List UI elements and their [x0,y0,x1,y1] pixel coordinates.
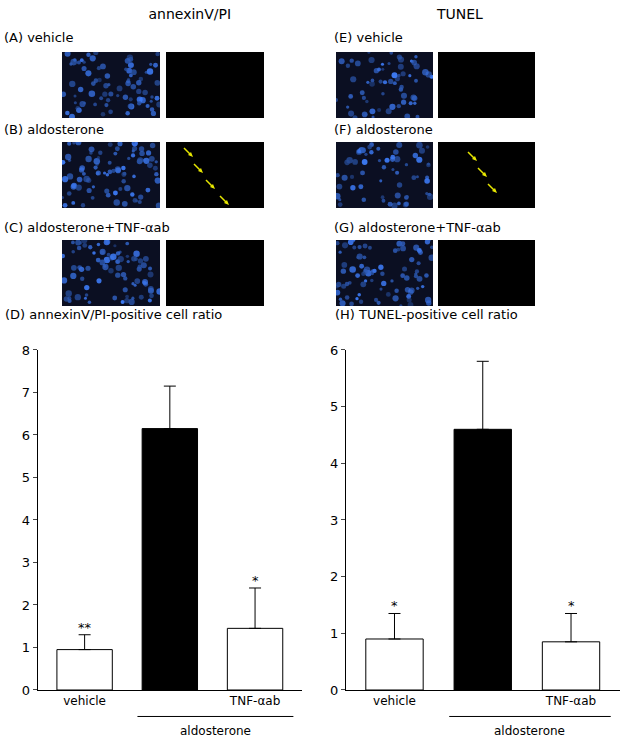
svg-text:3: 3 [330,513,338,528]
html-text:(B) aldosterone: (B) aldosterone [4,122,105,137]
svg-text:aldosterone: aldosterone [494,724,565,738]
svg-text:TNF-αab: TNF-αab [545,694,596,708]
svg-text:2: 2 [22,598,30,613]
svg-text:5: 5 [330,399,338,414]
svg-text:*: * [252,573,259,588]
svg-text:6: 6 [22,428,30,443]
svg-text:**: ** [78,620,92,635]
html-text:(A) vehicle: (A) vehicle [4,30,74,45]
svg-text:(H) TUNEL-positive cell ratio: (H) TUNEL-positive cell ratio [335,307,518,322]
svg-text:vehicle: vehicle [63,694,106,708]
svg-text:TNF-αab: TNF-αab [229,694,280,708]
svg-text:6: 6 [330,343,338,358]
svg-text:3: 3 [22,555,30,570]
html-text:(C) aldosterone+TNF-αab: (C) aldosterone+TNF-αab [4,220,170,235]
svg-text:0: 0 [330,683,338,698]
html-text:(G) aldosterone+TNF-αab: (G) aldosterone+TNF-αab [334,220,501,235]
html-text:annexinV/PI: annexinV/PI [148,6,232,22]
svg-text:0: 0 [22,683,30,698]
svg-text:*: * [391,598,398,613]
svg-text:vehicle: vehicle [373,694,416,708]
svg-text:4: 4 [22,513,30,528]
html-text:TUNEL: TUNEL [437,6,483,22]
svg-text:1: 1 [330,626,338,641]
svg-text:(D) annexinV/PI-positive cell: (D) annexinV/PI-positive cell ratio [5,307,222,322]
svg-text:aldosterone: aldosterone [180,724,251,738]
html-text:(F) aldosterone: (F) aldosterone [334,122,433,137]
svg-text:4: 4 [330,456,338,471]
html-text:(E) vehicle: (E) vehicle [334,30,403,45]
svg-text:1: 1 [22,640,30,655]
svg-text:5: 5 [22,470,30,485]
svg-text:7: 7 [22,385,30,400]
svg-text:8: 8 [22,343,30,358]
svg-text:*: * [568,598,575,613]
svg-text:2: 2 [330,569,338,584]
